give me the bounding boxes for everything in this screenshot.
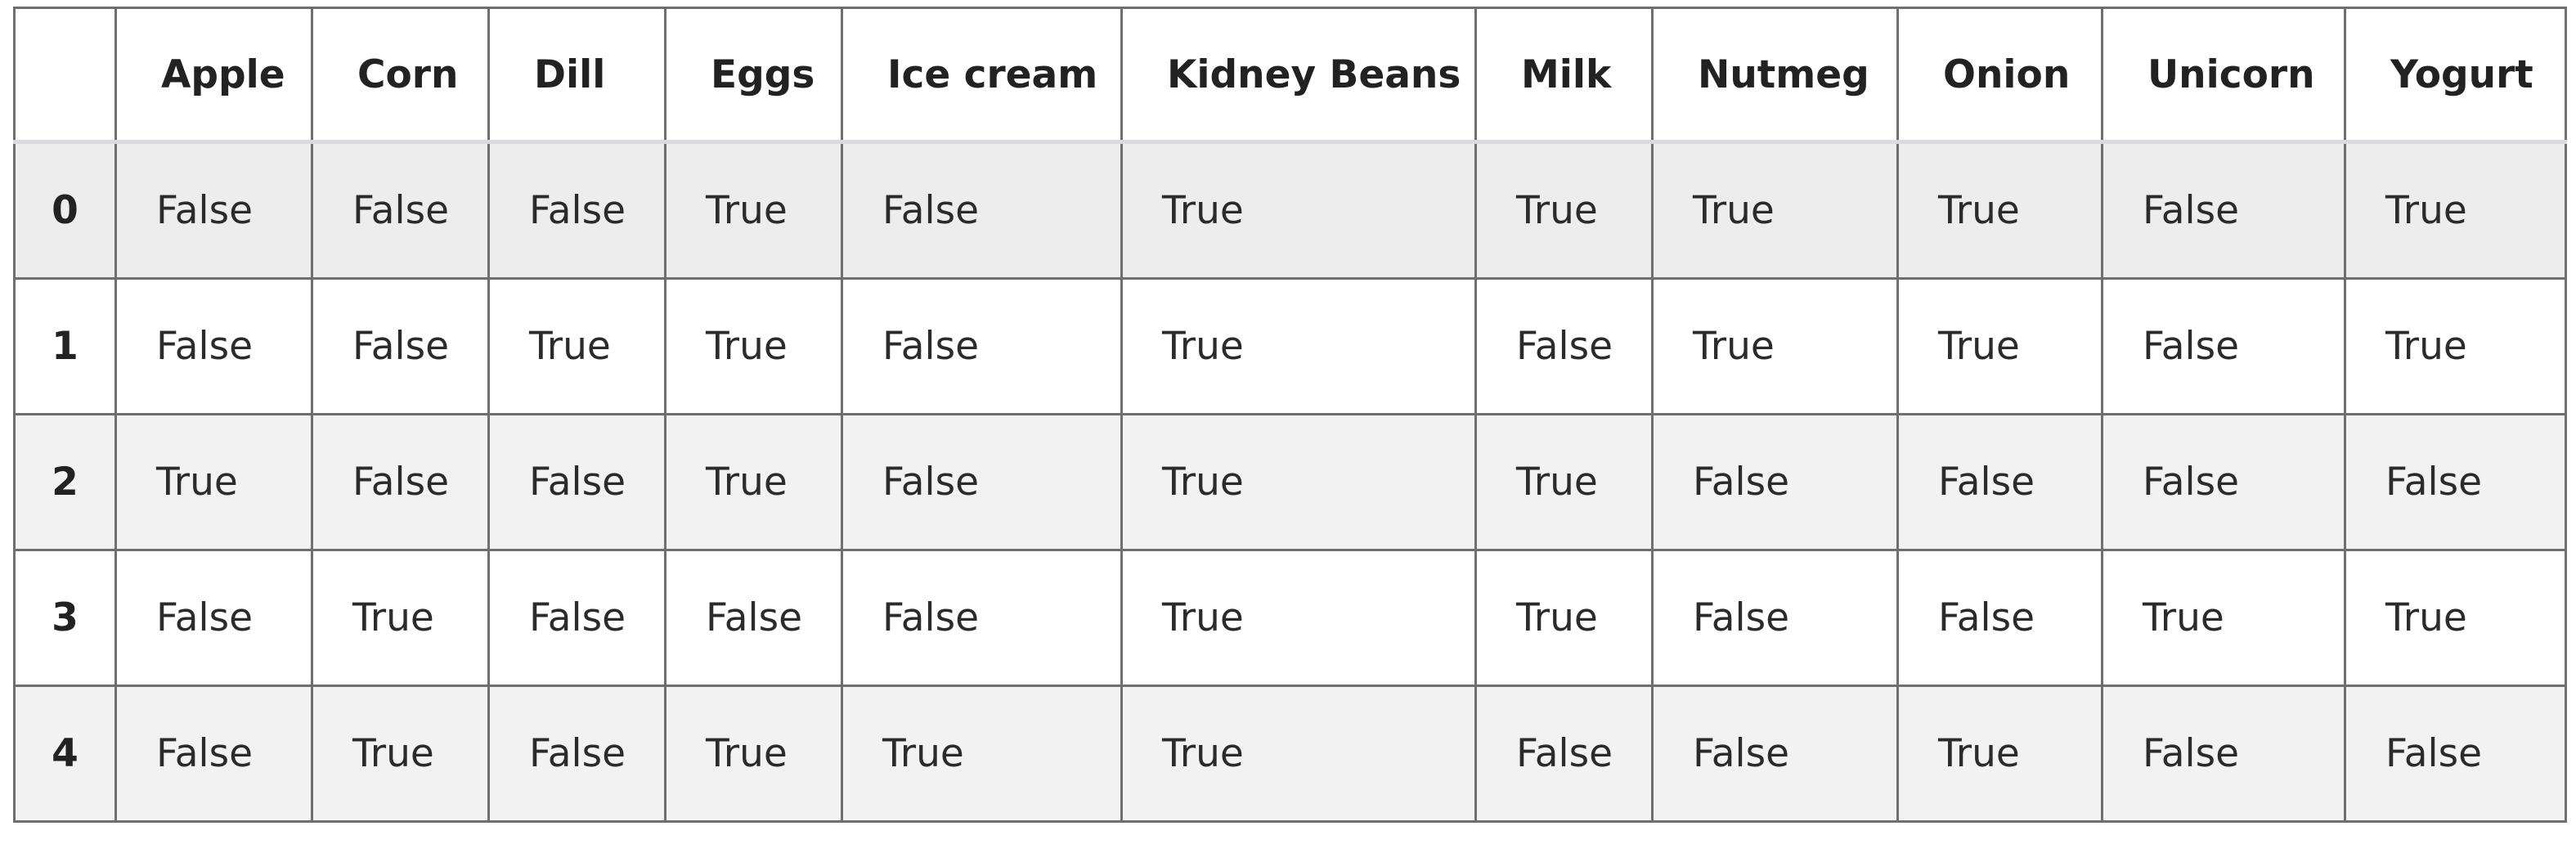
table-cell: False <box>2344 685 2567 823</box>
table-cell: False <box>841 549 1123 687</box>
table-cell: False <box>1474 685 1654 823</box>
table-cell: False <box>114 141 313 280</box>
column-header-nutmeg: Nutmeg <box>1651 7 1899 144</box>
table-cell: True <box>664 277 843 415</box>
column-header-dill: Dill <box>487 7 666 144</box>
table-cell: False <box>487 685 666 823</box>
table-cell: True <box>1651 141 1899 280</box>
table-cell: False <box>841 413 1123 551</box>
table-cell: True <box>311 549 490 687</box>
table-cell: False <box>487 413 666 551</box>
column-header-yogurt: Yogurt <box>2344 7 2567 144</box>
table-cell: False <box>2101 685 2346 823</box>
header-row: Apple Corn Dill Eggs Ice cream Kidney Be… <box>13 7 2567 144</box>
table-cell: True <box>2344 141 2567 280</box>
table-cell: False <box>841 141 1123 280</box>
table-cell: False <box>2344 413 2567 551</box>
table-cell: True <box>1474 549 1654 687</box>
table-cell: False <box>487 141 666 280</box>
table-row: 0 False False False True False True True… <box>13 141 2567 280</box>
table-row: 4 False True False True True True False … <box>13 685 2567 823</box>
table-cell: True <box>841 685 1123 823</box>
table-row: 2 True False False True False True True … <box>13 413 2567 551</box>
table-cell: False <box>1896 549 2103 687</box>
column-header-corn: Corn <box>311 7 490 144</box>
column-header-ice-cream: Ice cream <box>841 7 1123 144</box>
table-cell: True <box>1474 141 1654 280</box>
row-index-cell: 1 <box>13 277 117 415</box>
table-row: 1 False False True True False True False… <box>13 277 2567 415</box>
row-index-cell: 3 <box>13 549 117 687</box>
table-cell: False <box>487 549 666 687</box>
table-cell: True <box>114 413 313 551</box>
table-cell: True <box>1120 277 1477 415</box>
table-cell: True <box>1120 141 1477 280</box>
table-cell: False <box>114 277 313 415</box>
column-header-onion: Onion <box>1896 7 2103 144</box>
table-cell: False <box>311 141 490 280</box>
column-header-unicorn: Unicorn <box>2101 7 2346 144</box>
table-cell: True <box>2344 277 2567 415</box>
table-body: 0 False False False True False True True… <box>13 141 2567 823</box>
table-cell: False <box>1474 277 1654 415</box>
table-header: Apple Corn Dill Eggs Ice cream Kidney Be… <box>13 7 2567 144</box>
table-cell: False <box>841 277 1123 415</box>
table-cell: False <box>1651 549 1899 687</box>
table-cell: False <box>311 277 490 415</box>
row-index-cell: 4 <box>13 685 117 823</box>
table-row: 3 False True False False False True True… <box>13 549 2567 687</box>
table-cell: False <box>114 685 313 823</box>
column-header-milk: Milk <box>1474 7 1654 144</box>
table-cell: False <box>664 549 843 687</box>
table-cell: True <box>664 413 843 551</box>
table-cell: False <box>2101 277 2346 415</box>
table-cell: True <box>1120 413 1477 551</box>
table-cell: True <box>1896 277 2103 415</box>
table-cell: False <box>1651 413 1899 551</box>
table-cell: True <box>2101 549 2346 687</box>
table-cell: True <box>1896 141 2103 280</box>
data-table: Apple Corn Dill Eggs Ice cream Kidney Be… <box>13 7 2567 823</box>
table-cell: False <box>1896 413 2103 551</box>
table-cell: False <box>2101 141 2346 280</box>
column-header-kidney-beans: Kidney Beans <box>1120 7 1477 144</box>
row-index-cell: 2 <box>13 413 117 551</box>
table-cell: True <box>1120 549 1477 687</box>
table-cell: True <box>664 685 843 823</box>
table-cell: True <box>1896 685 2103 823</box>
column-header-eggs: Eggs <box>664 7 843 144</box>
index-header-cell <box>13 7 117 144</box>
table-cell: False <box>1651 685 1899 823</box>
table-cell: True <box>311 685 490 823</box>
table-cell: False <box>311 413 490 551</box>
row-index-cell: 0 <box>13 141 117 280</box>
column-header-apple: Apple <box>114 7 313 144</box>
table-cell: True <box>2344 549 2567 687</box>
table-cell: False <box>2101 413 2346 551</box>
table-cell: True <box>664 141 843 280</box>
table-cell: True <box>1474 413 1654 551</box>
table-cell: True <box>1651 277 1899 415</box>
table-cell: False <box>114 549 313 687</box>
table-cell: True <box>487 277 666 415</box>
table-cell: True <box>1120 685 1477 823</box>
